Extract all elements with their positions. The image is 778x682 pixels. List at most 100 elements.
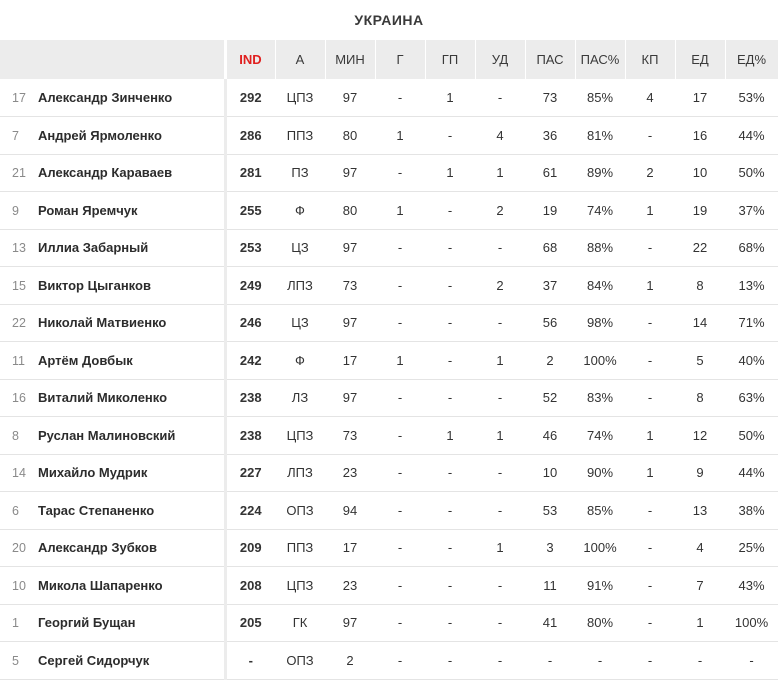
table-row[interactable]: 6 Тарас Степаненко 224 ОПЗ 94- - -53 85% -13 38%	[0, 491, 778, 530]
table-row[interactable]: 10 Микола Шапаренко 208 ЦПЗ 23- - -11 91% -7 43%	[0, 566, 778, 605]
header-shots[interactable]: УД	[475, 40, 526, 79]
ind-cell: 255	[225, 191, 275, 230]
player-name[interactable]: Иллиа Забарный	[38, 240, 149, 256]
position-cell: ПЗ	[275, 154, 325, 192]
table-row[interactable]: 7 Андрей Ярмоленко 286 ППЗ 80 1-4 36 81% -16 44%	[0, 116, 778, 155]
header-passes[interactable]: ПАС	[525, 40, 576, 79]
ind-cell: 246	[225, 304, 275, 342]
player-cell: 10 Микола Шапаренко	[0, 566, 227, 605]
pass-pct-cell: -	[575, 641, 625, 680]
player-name[interactable]: Виктор Цыганков	[38, 277, 151, 293]
player-cell: 21 Александр Караваев	[0, 154, 227, 192]
shots-cell: -	[475, 491, 525, 530]
goals-cell: 1	[375, 191, 425, 230]
player-name[interactable]: Георгий Бущан	[38, 615, 136, 631]
duels-cell: -	[675, 641, 725, 680]
player-cell: 8 Руслан Малиновский	[0, 416, 227, 455]
minutes-cell: 17	[325, 529, 375, 567]
passes-cell: 53	[525, 491, 575, 530]
assists-cell: 1	[425, 79, 475, 117]
shots-cell: 1	[475, 529, 525, 567]
player-cell: 7 Андрей Ярмоленко	[0, 116, 227, 155]
player-name[interactable]: Тарас Степаненко	[38, 502, 155, 518]
table-row[interactable]: 22 Николай Матвиенко 246 ЦЗ 97- - -56 98% -14 71%	[0, 304, 778, 342]
header-ind[interactable]: IND	[225, 40, 276, 79]
player-name[interactable]: Микола Шапаренко	[38, 577, 163, 593]
assists-cell: -	[425, 566, 475, 605]
shots-cell: 2	[475, 266, 525, 305]
player-name[interactable]: Александр Зубков	[38, 540, 157, 556]
assists-cell: -	[425, 116, 475, 155]
duels-cell: 9	[675, 454, 725, 492]
table-row[interactable]: 15 Виктор Цыганков 249 ЛПЗ 73- -2 37 84% 1 8 13%	[0, 266, 778, 305]
table-row[interactable]: 20 Александр Зубков 209 ППЗ 17- -1 3 100% -4 25%	[0, 529, 778, 567]
minutes-cell: 73	[325, 416, 375, 455]
ind-cell: 205	[225, 604, 275, 642]
goals-cell: -	[375, 266, 425, 305]
player-cell: 20 Александр Зубков	[0, 529, 227, 567]
player-name[interactable]: Виталий Миколенко	[38, 390, 168, 406]
player-cell: 9 Роман Яремчук	[0, 191, 227, 230]
player-cell: 11 Артём Довбык	[0, 341, 227, 380]
position-cell: Ф	[275, 341, 325, 380]
passes-cell: -	[525, 641, 575, 680]
header-row: IND А МИН Г ГП УД ПАС ПАС% КП ЕД ЕД%	[0, 40, 778, 79]
player-name[interactable]: Роман Яремчук	[38, 202, 138, 218]
player-name[interactable]: Руслан Малиновский	[38, 427, 176, 443]
duel-pct-cell: 40%	[725, 341, 778, 380]
player-name[interactable]: Александр Зинченко	[38, 90, 173, 105]
player-cell: 17 Александр Зинченко	[0, 79, 227, 117]
shots-cell: -	[475, 604, 525, 642]
header-key-passes[interactable]: КП	[625, 40, 676, 79]
goals-cell: -	[375, 604, 425, 642]
player-cell: 22 Николай Матвиенко	[0, 304, 227, 342]
header-duel-pct[interactable]: ЕД%	[725, 40, 778, 79]
player-name[interactable]: Артём Довбык	[38, 352, 133, 368]
ind-cell: 292	[225, 79, 275, 117]
key-passes-cell: -	[625, 491, 675, 530]
table-row[interactable]: 8 Руслан Малиновский 238 ЦПЗ 73-1 1 46 74% 1 12 50…	[0, 416, 778, 455]
player-name[interactable]: Сергей Сидорчук	[38, 652, 150, 668]
pass-pct-cell: 88%	[575, 229, 625, 267]
pass-pct-cell: 98%	[575, 304, 625, 342]
header-position[interactable]: А	[275, 40, 326, 79]
table-row[interactable]: 21 Александр Караваев 281 ПЗ 97-1 1 61 89% 2 10 50…	[0, 154, 778, 192]
goals-cell: -	[375, 529, 425, 567]
table-row[interactable]: 5 Сергей Сидорчук - ОПЗ 2- - - - - - - -	[0, 641, 778, 680]
goals-cell: -	[375, 229, 425, 267]
table-row[interactable]: 13 Иллиа Забарный 253 ЦЗ 97- - -68 88% -22 68%	[0, 229, 778, 267]
position-cell: ЦПЗ	[275, 566, 325, 605]
goals-cell: -	[375, 491, 425, 530]
header-assists[interactable]: ГП	[425, 40, 476, 79]
table-row[interactable]: 9 Роман Яремчук 255 Ф 80 1-2 19 74% 1 19 37%	[0, 191, 778, 230]
duel-pct-cell: 38%	[725, 491, 778, 530]
header-pass-pct[interactable]: ПАС%	[575, 40, 626, 79]
player-name[interactable]: Александр Караваев	[38, 165, 173, 181]
header-duels[interactable]: ЕД	[675, 40, 726, 79]
key-passes-cell: 1	[625, 416, 675, 455]
player-number: 8	[12, 428, 19, 443]
header-minutes[interactable]: МИН	[325, 40, 376, 79]
header-goals[interactable]: Г	[375, 40, 426, 79]
assists-cell: -	[425, 266, 475, 305]
header-player	[0, 40, 227, 79]
assists-cell: -	[425, 304, 475, 342]
player-name[interactable]: Андрей Ярмоленко	[38, 127, 162, 143]
table-row[interactable]: 16 Виталий Миколенко 238 ЛЗ 97- - -52 83% -8 63%	[0, 379, 778, 417]
table-row[interactable]: 17 Александр Зинченко 292 ЦПЗ 97-1-73 85% 4 17 5…	[0, 79, 778, 117]
player-name[interactable]: Михайло Мудрик	[38, 465, 148, 481]
player-name[interactable]: Николай Матвиенко	[38, 315, 167, 331]
duel-pct-cell: 37%	[725, 191, 778, 230]
shots-cell: 2	[475, 191, 525, 230]
table-row[interactable]: 1 Георгий Бущан 205 ГК 97- - -41 80% -1 100%	[0, 604, 778, 642]
duels-cell: 8	[675, 379, 725, 417]
player-cell: 16 Виталий Миколенко	[0, 379, 227, 417]
duels-cell: 8	[675, 266, 725, 305]
pass-pct-cell: 89%	[575, 154, 625, 192]
table-row[interactable]: 14 Михайло Мудрик 227 ЛПЗ 23- - -10 90% 1 9 44%	[0, 454, 778, 492]
key-passes-cell: -	[625, 116, 675, 155]
assists-cell: 1	[425, 416, 475, 455]
key-passes-cell: 1	[625, 454, 675, 492]
ind-cell: 209	[225, 529, 275, 567]
table-row[interactable]: 11 Артём Довбык 242 Ф 17 1-1 2 100% -5 40%	[0, 341, 778, 380]
